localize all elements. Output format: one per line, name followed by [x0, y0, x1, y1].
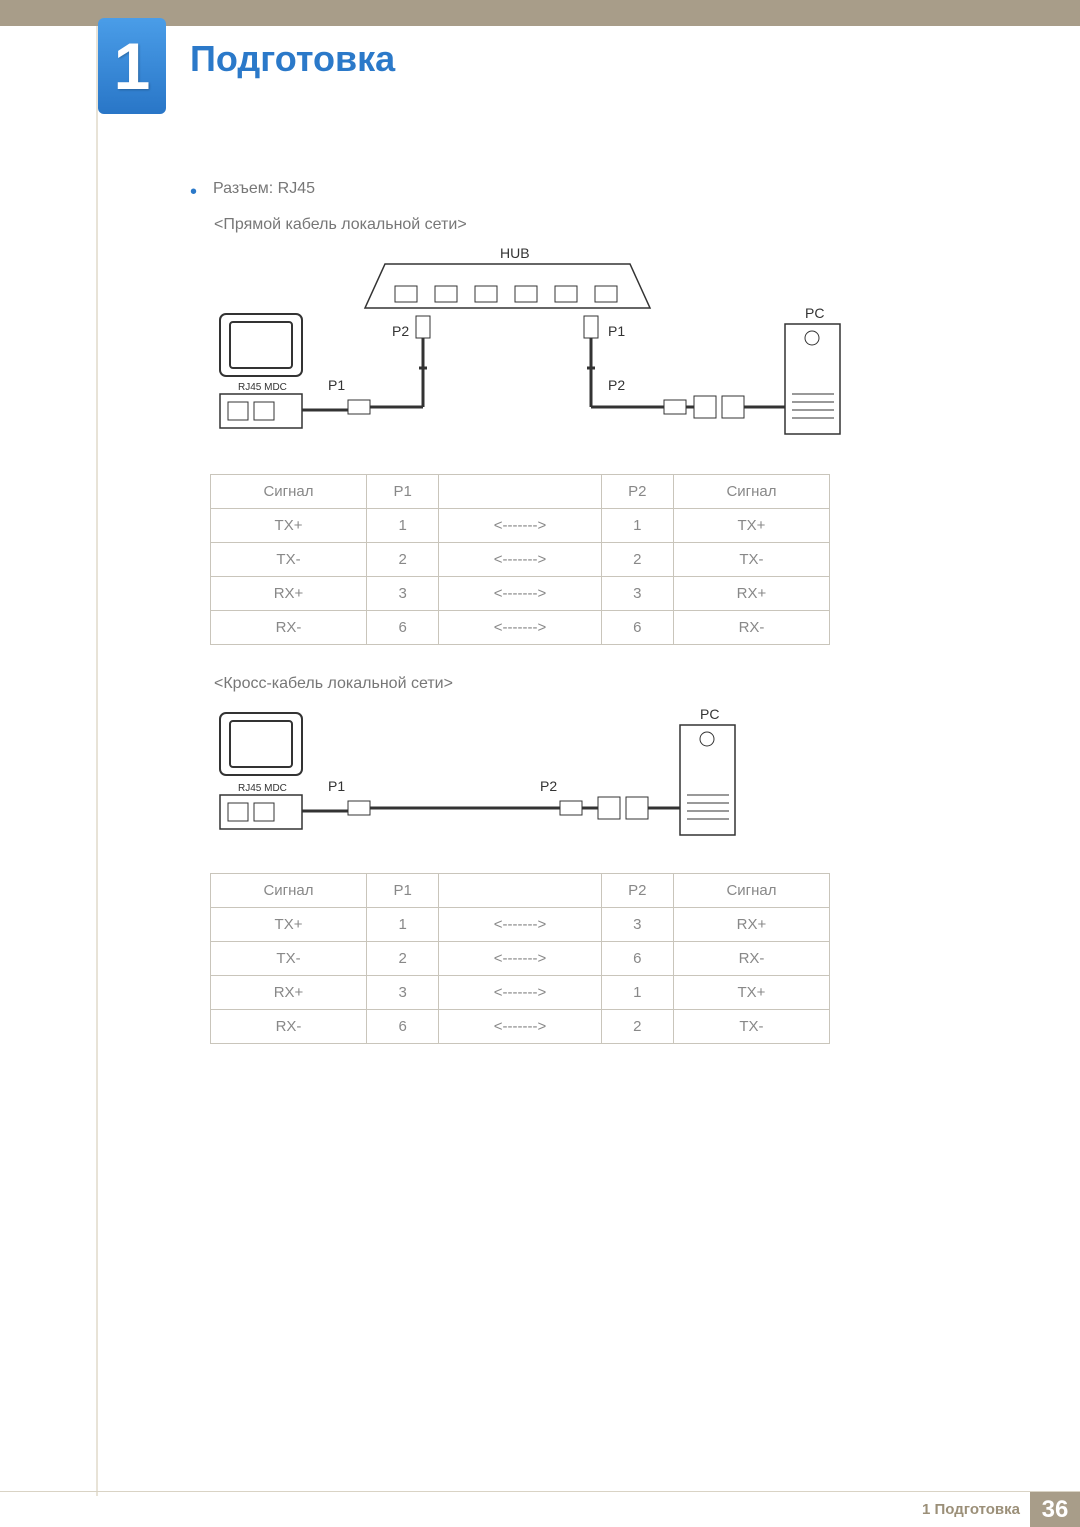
hub-label: HUB: [500, 245, 530, 261]
table-row: RX+3<------->3RX+: [211, 577, 830, 611]
p1-label-top: P1: [608, 323, 625, 339]
table-header-row: Сигнал P1 P2 Сигнал: [211, 475, 830, 509]
rj45-mdc-label-2: RJ45 MDC: [238, 783, 287, 794]
col-p1: P1: [367, 874, 439, 908]
chapter-number-badge: 1: [98, 18, 166, 114]
table-row: TX+1<------->1TX+: [211, 509, 830, 543]
rj45-mdc-label-1: RJ45 MDC: [238, 382, 287, 393]
col-arrow: [439, 475, 601, 509]
connector-bullet: • Разъем: RJ45: [190, 180, 930, 202]
chapter-title: Подготовка: [190, 38, 395, 80]
connector-label: Разъем: RJ45: [213, 180, 315, 198]
table-row: TX-2<------->2TX-: [211, 543, 830, 577]
p1-label-left: P1: [328, 377, 345, 393]
col-arrow: [439, 874, 601, 908]
table-row: RX-6<------->6RX-: [211, 611, 830, 645]
p2-label-2: P2: [540, 778, 557, 794]
col-signal-2: Сигнал: [673, 874, 829, 908]
col-signal-2: Сигнал: [673, 475, 829, 509]
table-header-row: Сигнал P1 P2 Сигнал: [211, 874, 830, 908]
footer-chapter-ref: 1 Подготовка: [922, 1501, 1020, 1518]
pc-label-1: PC: [805, 305, 824, 321]
page-number-box: 36: [1030, 1492, 1080, 1527]
col-p1: P1: [367, 475, 439, 509]
col-p2: P2: [601, 874, 673, 908]
p2-label-top: P2: [392, 323, 409, 339]
col-signal-1: Сигнал: [211, 874, 367, 908]
page-content: • Разъем: RJ45 <Прямой кабель локальной …: [190, 180, 930, 1074]
straight-cable-caption: <Прямой кабель локальной сети>: [214, 216, 930, 234]
p2-label-right: P2: [608, 377, 625, 393]
left-margin-strip: [0, 26, 98, 1496]
p1-label-2: P1: [328, 778, 345, 794]
crossover-diagram: RJ45 MDC P1 P2 PC: [210, 703, 770, 853]
straight-cable-table: Сигнал P1 P2 Сигнал TX+1<------->1TX+ TX…: [210, 474, 830, 645]
bullet-icon: •: [190, 182, 197, 202]
page-number: 36: [1042, 1496, 1069, 1524]
table-row: TX+1<------->3RX+: [211, 908, 830, 942]
cross-cable-caption: <Кросс-кабель локальной сети>: [214, 675, 930, 693]
col-signal-1: Сигнал: [211, 475, 367, 509]
table-row: RX-6<------->2TX-: [211, 1010, 830, 1044]
cross-cable-table: Сигнал P1 P2 Сигнал TX+1<------->3RX+ TX…: [210, 873, 830, 1044]
pc-label-2: PC: [700, 706, 719, 722]
chapter-number: 1: [114, 28, 151, 104]
col-p2: P2: [601, 475, 673, 509]
table-row: TX-2<------->6RX-: [211, 942, 830, 976]
table-row: RX+3<------->1TX+: [211, 976, 830, 1010]
hub-diagram: HUB P2 P1 RJ45 MDC P1 P2: [210, 244, 850, 454]
page-footer: 1 Подготовка 36: [0, 1491, 1080, 1527]
